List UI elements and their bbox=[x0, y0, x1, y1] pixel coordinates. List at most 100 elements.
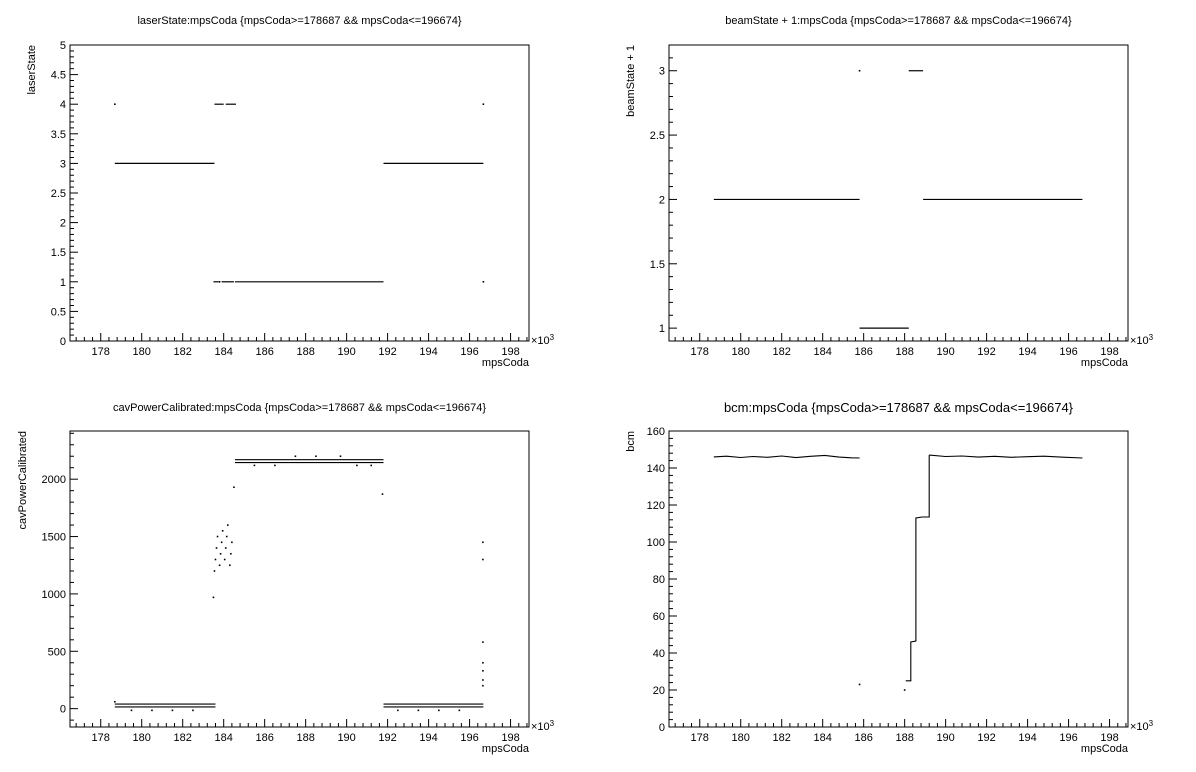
x-tick-label: 198 bbox=[1100, 346, 1118, 358]
y-tick-label: 1000 bbox=[42, 589, 66, 601]
x-tick-label: 186 bbox=[854, 732, 872, 744]
x-tick-label: 182 bbox=[174, 732, 192, 744]
y-tick-label: 2 bbox=[659, 194, 665, 206]
y-tick-label: 0 bbox=[60, 336, 66, 348]
x-axis-label: mpsCoda bbox=[482, 743, 530, 755]
data-point bbox=[231, 541, 233, 544]
chart-panel-4: bcm:mpsCoda {mpsCoda>=178687 && mpsCoda<… bbox=[625, 400, 1154, 755]
x-tick-label: 196 bbox=[1059, 346, 1077, 358]
x-tick-label: 188 bbox=[296, 732, 314, 744]
chart-title: laserState:mpsCoda {mpsCoda>=178687 && m… bbox=[137, 15, 461, 27]
y-tick-label: 2000 bbox=[42, 474, 66, 486]
x-tick-label: 196 bbox=[1059, 732, 1077, 744]
data-point bbox=[229, 564, 231, 567]
y-tick-label: 140 bbox=[647, 463, 665, 475]
x-tick-label: 190 bbox=[936, 346, 954, 358]
x-axis-label: mpsCoda bbox=[1081, 357, 1129, 369]
data-point bbox=[114, 103, 116, 105]
chart-panel-1: laserState:mpsCoda {mpsCoda>=178687 && m… bbox=[26, 15, 555, 369]
plot-frame bbox=[69, 44, 530, 342]
x-tick-label: 180 bbox=[133, 346, 151, 358]
x-tick-label: 182 bbox=[773, 732, 791, 744]
data-point bbox=[381, 493, 384, 495]
data-point bbox=[482, 661, 484, 664]
data-point bbox=[482, 103, 485, 105]
chart-title: beamState + 1:mpsCoda {mpsCoda>=178687 &… bbox=[725, 15, 1072, 27]
x-tick-label: 180 bbox=[732, 732, 750, 744]
x-tick-label: 194 bbox=[419, 346, 437, 358]
data-point bbox=[482, 541, 484, 544]
y-tick-label: 2 bbox=[60, 218, 66, 230]
x-axis-label: mpsCoda bbox=[482, 357, 530, 369]
data-point bbox=[226, 524, 229, 526]
y-axis-label: laserState bbox=[26, 45, 38, 95]
x-exponent-label: ×103 bbox=[531, 333, 555, 347]
y-tick-label: 3.5 bbox=[51, 129, 66, 141]
data-point bbox=[221, 530, 224, 532]
data-point bbox=[903, 689, 906, 691]
x-tick-label: 184 bbox=[215, 732, 233, 744]
data-point bbox=[214, 558, 217, 561]
chart-panel-3: cavPowerCalibrated:mpsCoda {mpsCoda>=178… bbox=[17, 402, 555, 755]
data-point bbox=[858, 683, 861, 686]
data-point bbox=[438, 709, 440, 712]
x-tick-label: 188 bbox=[895, 346, 913, 358]
data-point bbox=[370, 464, 373, 467]
x-tick-label: 198 bbox=[1100, 732, 1118, 744]
x-tick-label: 182 bbox=[174, 346, 192, 358]
x-tick-label: 192 bbox=[977, 732, 995, 744]
x-tick-label: 178 bbox=[691, 346, 709, 358]
data-point bbox=[482, 669, 484, 672]
y-axis-label: bcm bbox=[625, 431, 637, 452]
x-tick-label: 188 bbox=[296, 346, 314, 358]
chart-panel-2: beamState + 1:mpsCoda {mpsCoda>=178687 &… bbox=[625, 15, 1154, 369]
x-tick-label: 186 bbox=[255, 346, 273, 358]
data-point bbox=[356, 464, 358, 467]
x-tick-label: 178 bbox=[92, 346, 110, 358]
y-tick-label: 80 bbox=[653, 574, 665, 586]
x-tick-label: 182 bbox=[773, 346, 791, 358]
y-tick-label: 1 bbox=[659, 323, 665, 335]
data-point bbox=[130, 709, 133, 712]
x-tick-label: 196 bbox=[460, 346, 478, 358]
data-point bbox=[482, 281, 485, 283]
y-axis-label: beamState + 1 bbox=[625, 45, 637, 117]
x-exponent-label: ×103 bbox=[1130, 719, 1154, 733]
x-tick-label: 180 bbox=[732, 346, 750, 358]
x-tick-label: 194 bbox=[1018, 732, 1036, 744]
data-point bbox=[482, 684, 484, 687]
y-tick-label: 1500 bbox=[42, 532, 66, 544]
x-tick-label: 192 bbox=[378, 732, 396, 744]
data-point bbox=[482, 558, 484, 561]
y-tick-label: 0 bbox=[659, 722, 665, 734]
y-tick-label: 20 bbox=[653, 685, 665, 697]
y-tick-label: 1 bbox=[60, 277, 66, 289]
x-tick-label: 192 bbox=[977, 346, 995, 358]
x-tick-label: 194 bbox=[419, 732, 437, 744]
x-exponent-label: ×103 bbox=[1130, 333, 1154, 347]
y-tick-label: 120 bbox=[647, 500, 665, 512]
data-point bbox=[397, 709, 399, 712]
y-tick-label: 3 bbox=[659, 66, 665, 78]
x-axis-label: mpsCoda bbox=[1081, 743, 1129, 755]
data-point bbox=[218, 564, 221, 567]
data-point bbox=[219, 552, 222, 555]
y-tick-label: 2.5 bbox=[650, 130, 665, 142]
x-tick-label: 186 bbox=[854, 346, 872, 358]
data-point bbox=[151, 709, 153, 712]
y-tick-label: 40 bbox=[653, 648, 665, 660]
data-point bbox=[233, 486, 235, 489]
data-point bbox=[253, 464, 256, 467]
data-point bbox=[225, 535, 228, 538]
data-point bbox=[213, 570, 216, 572]
y-tick-label: 1.5 bbox=[51, 247, 66, 259]
data-point bbox=[114, 700, 116, 703]
x-tick-label: 198 bbox=[501, 732, 519, 744]
data-point bbox=[192, 709, 194, 712]
data-series-line bbox=[929, 454, 1083, 459]
x-tick-label: 184 bbox=[215, 346, 233, 358]
data-point bbox=[171, 709, 174, 712]
y-tick-label: 3 bbox=[60, 158, 66, 170]
data-point bbox=[218, 281, 221, 283]
